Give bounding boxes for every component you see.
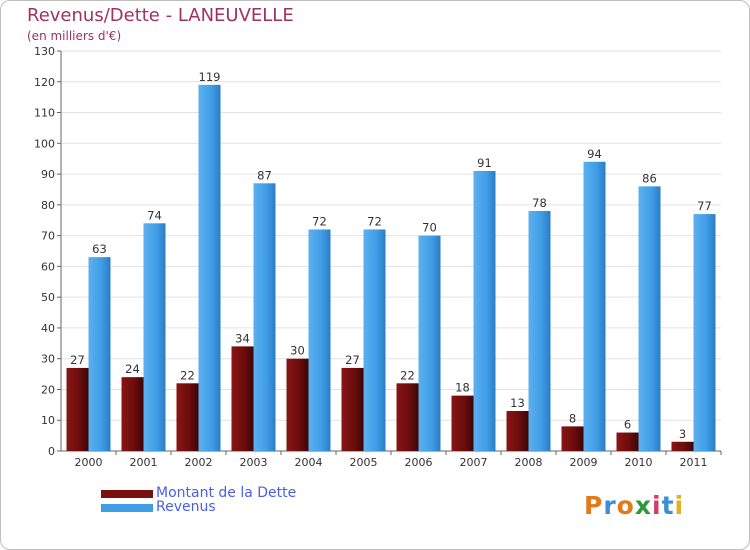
x-tick-label: 2005 bbox=[350, 456, 378, 469]
bar-revenue bbox=[418, 235, 441, 451]
y-tick-label: 30 bbox=[41, 353, 55, 366]
legend-swatch-revenue bbox=[101, 504, 153, 512]
bar-revenue bbox=[473, 171, 496, 451]
data-label-debt: 6 bbox=[624, 418, 631, 432]
y-tick-label: 120 bbox=[34, 76, 55, 89]
bar-revenue bbox=[143, 223, 166, 451]
data-label-debt: 8 bbox=[569, 411, 576, 425]
x-tick-label: 2003 bbox=[240, 456, 268, 469]
data-label-revenue: 70 bbox=[422, 221, 437, 235]
data-label-revenue: 78 bbox=[532, 196, 547, 210]
data-label-debt: 13 bbox=[510, 396, 525, 410]
y-tick-label: 80 bbox=[41, 199, 55, 212]
data-label-debt: 3 bbox=[679, 427, 686, 441]
bar-debt bbox=[176, 383, 199, 451]
y-tick-label: 10 bbox=[41, 414, 55, 427]
y-tick-label: 70 bbox=[41, 230, 55, 243]
y-tick-label: 60 bbox=[41, 260, 55, 273]
bar-revenue bbox=[583, 161, 606, 451]
data-label-revenue: 87 bbox=[257, 168, 272, 182]
data-label-debt: 22 bbox=[400, 368, 415, 382]
y-tick-label: 20 bbox=[41, 383, 55, 396]
y-tick-label: 130 bbox=[34, 45, 55, 58]
data-label-revenue: 74 bbox=[147, 208, 162, 222]
x-tick-label: 2010 bbox=[625, 456, 653, 469]
legend-label-debt: Montant de la Dette bbox=[156, 485, 297, 501]
y-tick-label: 90 bbox=[41, 168, 55, 181]
bar-debt bbox=[121, 377, 144, 451]
data-label-debt: 30 bbox=[290, 344, 305, 358]
bar-debt bbox=[616, 432, 639, 451]
data-label-revenue: 72 bbox=[312, 214, 327, 228]
logo-letter: i bbox=[652, 491, 662, 520]
bar-debt bbox=[66, 367, 89, 451]
legend-label-revenue: Revenus bbox=[156, 499, 216, 515]
y-tick-label: 110 bbox=[34, 107, 55, 120]
bar-debt bbox=[561, 426, 584, 451]
data-label-revenue: 94 bbox=[587, 147, 602, 161]
logo-letter: o bbox=[616, 491, 635, 520]
x-tick-label: 2004 bbox=[295, 456, 323, 469]
bar-revenue bbox=[198, 84, 221, 451]
bar-revenue bbox=[693, 214, 716, 451]
data-label-revenue: 72 bbox=[367, 214, 382, 228]
x-tick-label: 2009 bbox=[570, 456, 598, 469]
chart-subtitle: (en milliers d'€) bbox=[27, 29, 122, 43]
bar-revenue bbox=[363, 229, 386, 451]
logo-letter: t bbox=[661, 491, 675, 520]
bar-debt bbox=[671, 441, 694, 451]
data-label-debt: 27 bbox=[70, 353, 85, 367]
data-label-revenue: 63 bbox=[92, 242, 107, 256]
bar-revenue bbox=[308, 229, 331, 451]
data-label-revenue: 119 bbox=[199, 70, 221, 84]
bar-debt bbox=[231, 346, 254, 451]
data-label-debt: 22 bbox=[180, 368, 195, 382]
data-label-debt: 24 bbox=[125, 362, 140, 376]
x-tick-label: 2002 bbox=[185, 456, 213, 469]
bar-debt bbox=[286, 358, 309, 451]
logo-letter: i bbox=[674, 491, 685, 520]
bar-revenue bbox=[638, 186, 661, 451]
data-label-debt: 27 bbox=[345, 353, 360, 367]
bar-revenue bbox=[88, 257, 111, 451]
proxiti-logo[interactable]: Proxiti bbox=[584, 491, 684, 520]
data-label-revenue: 86 bbox=[642, 171, 657, 185]
data-label-debt: 18 bbox=[455, 381, 470, 395]
bar-debt bbox=[396, 383, 419, 451]
y-tick-label: 100 bbox=[34, 137, 55, 150]
x-tick-label: 2006 bbox=[405, 456, 433, 469]
bar-revenue bbox=[528, 211, 551, 451]
y-tick-label: 0 bbox=[48, 445, 55, 458]
x-tick-label: 2001 bbox=[130, 456, 158, 469]
bar-debt bbox=[341, 367, 364, 451]
bar-revenue bbox=[253, 183, 276, 452]
data-label-revenue: 91 bbox=[477, 156, 492, 170]
bar-debt bbox=[451, 395, 474, 451]
x-tick-label: 2011 bbox=[680, 456, 708, 469]
data-label-revenue: 77 bbox=[697, 199, 712, 213]
logo-letter: r bbox=[603, 491, 617, 520]
x-tick-label: 2008 bbox=[515, 456, 543, 469]
chart-title: Revenus/Dette - LANEUVELLE bbox=[27, 5, 294, 26]
x-tick-label: 2007 bbox=[460, 456, 488, 469]
x-tick-label: 2000 bbox=[75, 456, 103, 469]
legend-swatch-debt bbox=[101, 490, 153, 498]
logo-letter: P bbox=[584, 491, 604, 520]
bar-debt bbox=[506, 411, 529, 451]
data-label-debt: 34 bbox=[235, 331, 250, 345]
logo-letter: x bbox=[634, 491, 652, 520]
y-tick-label: 50 bbox=[41, 291, 55, 304]
y-tick-label: 40 bbox=[41, 322, 55, 335]
